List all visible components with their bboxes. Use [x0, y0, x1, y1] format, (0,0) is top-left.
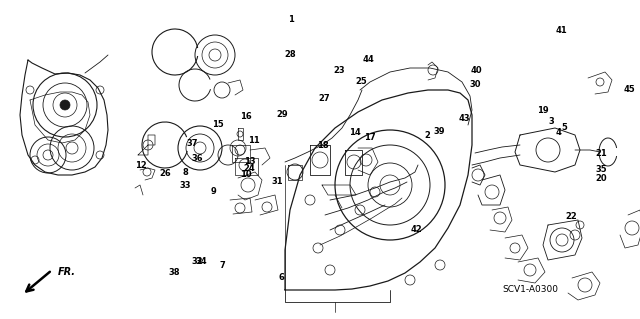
Text: 9: 9 [211, 187, 216, 196]
Text: 27: 27 [318, 94, 330, 103]
Text: 30: 30 [469, 80, 481, 89]
Text: 45: 45 [623, 85, 635, 94]
Text: 29: 29 [276, 110, 288, 119]
Text: 42: 42 [410, 225, 422, 234]
Text: 44: 44 [362, 55, 374, 63]
Text: 31: 31 [271, 177, 283, 186]
Text: 43: 43 [458, 114, 470, 122]
Text: 17: 17 [364, 133, 376, 142]
Text: 41: 41 [556, 26, 568, 35]
Text: 18: 18 [317, 141, 329, 150]
Text: 7: 7 [220, 261, 225, 270]
Text: 8: 8 [183, 168, 188, 177]
Text: 37: 37 [186, 139, 198, 148]
Text: 10: 10 [240, 170, 252, 179]
Text: 38: 38 [168, 268, 180, 277]
Text: 20: 20 [596, 174, 607, 183]
Text: 26: 26 [159, 169, 171, 178]
Text: 2: 2 [424, 131, 431, 140]
Text: 36: 36 [191, 154, 203, 163]
Circle shape [60, 100, 70, 110]
Text: 12: 12 [135, 161, 147, 170]
Text: 19: 19 [537, 106, 548, 115]
Text: 11: 11 [248, 136, 260, 145]
Text: 25: 25 [356, 77, 367, 86]
Text: 13: 13 [244, 157, 255, 166]
Text: 1: 1 [288, 15, 294, 24]
Text: 21: 21 [596, 149, 607, 158]
Text: 32: 32 [191, 257, 203, 266]
Text: 23: 23 [333, 66, 345, 75]
Text: 22: 22 [566, 212, 577, 221]
Text: 40: 40 [471, 66, 483, 75]
Text: 16: 16 [241, 112, 252, 121]
Text: 5: 5 [561, 123, 568, 132]
Text: 3: 3 [549, 117, 554, 126]
Text: 28: 28 [285, 50, 296, 59]
Text: SCV1-A0300: SCV1-A0300 [502, 286, 558, 294]
Text: 35: 35 [596, 165, 607, 174]
Text: 34: 34 [196, 257, 207, 266]
Text: 33: 33 [180, 181, 191, 190]
Text: 15: 15 [212, 120, 223, 129]
Text: 4: 4 [555, 128, 561, 137]
Text: 6: 6 [278, 273, 285, 282]
Text: 24: 24 [244, 164, 255, 173]
Text: 14: 14 [349, 128, 361, 137]
Text: FR.: FR. [58, 267, 76, 277]
Text: 39: 39 [433, 127, 445, 136]
